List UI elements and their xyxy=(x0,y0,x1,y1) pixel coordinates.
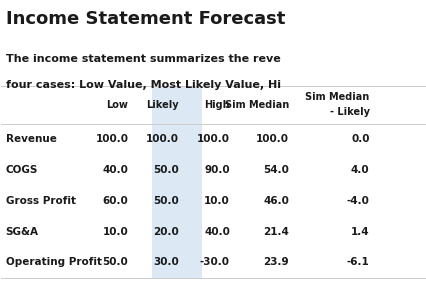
Text: Sim Median: Sim Median xyxy=(305,92,370,102)
Text: 100.0: 100.0 xyxy=(197,135,230,145)
Text: Income Statement Forecast: Income Statement Forecast xyxy=(6,10,285,28)
Bar xyxy=(152,86,202,278)
Text: SG&A: SG&A xyxy=(6,227,39,237)
Text: 46.0: 46.0 xyxy=(263,196,289,206)
Text: 40.0: 40.0 xyxy=(204,227,230,237)
Text: Sim Median: Sim Median xyxy=(225,100,289,110)
Text: 54.0: 54.0 xyxy=(263,165,289,175)
Text: 40.0: 40.0 xyxy=(103,165,128,175)
Text: 60.0: 60.0 xyxy=(103,196,128,206)
Text: Low: Low xyxy=(106,100,128,110)
Text: -30.0: -30.0 xyxy=(200,257,230,267)
Text: High: High xyxy=(204,100,230,110)
Text: 50.0: 50.0 xyxy=(153,165,179,175)
Text: 20.0: 20.0 xyxy=(153,227,179,237)
Text: 30.0: 30.0 xyxy=(153,257,179,267)
Text: 100.0: 100.0 xyxy=(146,135,179,145)
Text: COGS: COGS xyxy=(6,165,38,175)
Text: Likely: Likely xyxy=(147,100,179,110)
Text: 1.4: 1.4 xyxy=(351,227,370,237)
Text: 10.0: 10.0 xyxy=(204,196,230,206)
Text: 100.0: 100.0 xyxy=(256,135,289,145)
Text: 90.0: 90.0 xyxy=(204,165,230,175)
Text: -4.0: -4.0 xyxy=(347,196,370,206)
Text: 21.4: 21.4 xyxy=(263,227,289,237)
Text: 10.0: 10.0 xyxy=(103,227,128,237)
Text: 0.0: 0.0 xyxy=(351,135,370,145)
Text: Revenue: Revenue xyxy=(6,135,57,145)
Text: Gross Profit: Gross Profit xyxy=(6,196,76,206)
Text: four cases: Low Value, Most Likely Value, Hi: four cases: Low Value, Most Likely Value… xyxy=(6,80,281,90)
Text: Operating Profit: Operating Profit xyxy=(6,257,102,267)
Text: -6.1: -6.1 xyxy=(347,257,370,267)
Text: 100.0: 100.0 xyxy=(95,135,128,145)
Text: 50.0: 50.0 xyxy=(103,257,128,267)
Text: 23.9: 23.9 xyxy=(264,257,289,267)
Text: The income statement summarizes the reve: The income statement summarizes the reve xyxy=(6,54,280,64)
Text: - Likely: - Likely xyxy=(330,107,370,117)
Text: 4.0: 4.0 xyxy=(351,165,370,175)
Text: 50.0: 50.0 xyxy=(153,196,179,206)
